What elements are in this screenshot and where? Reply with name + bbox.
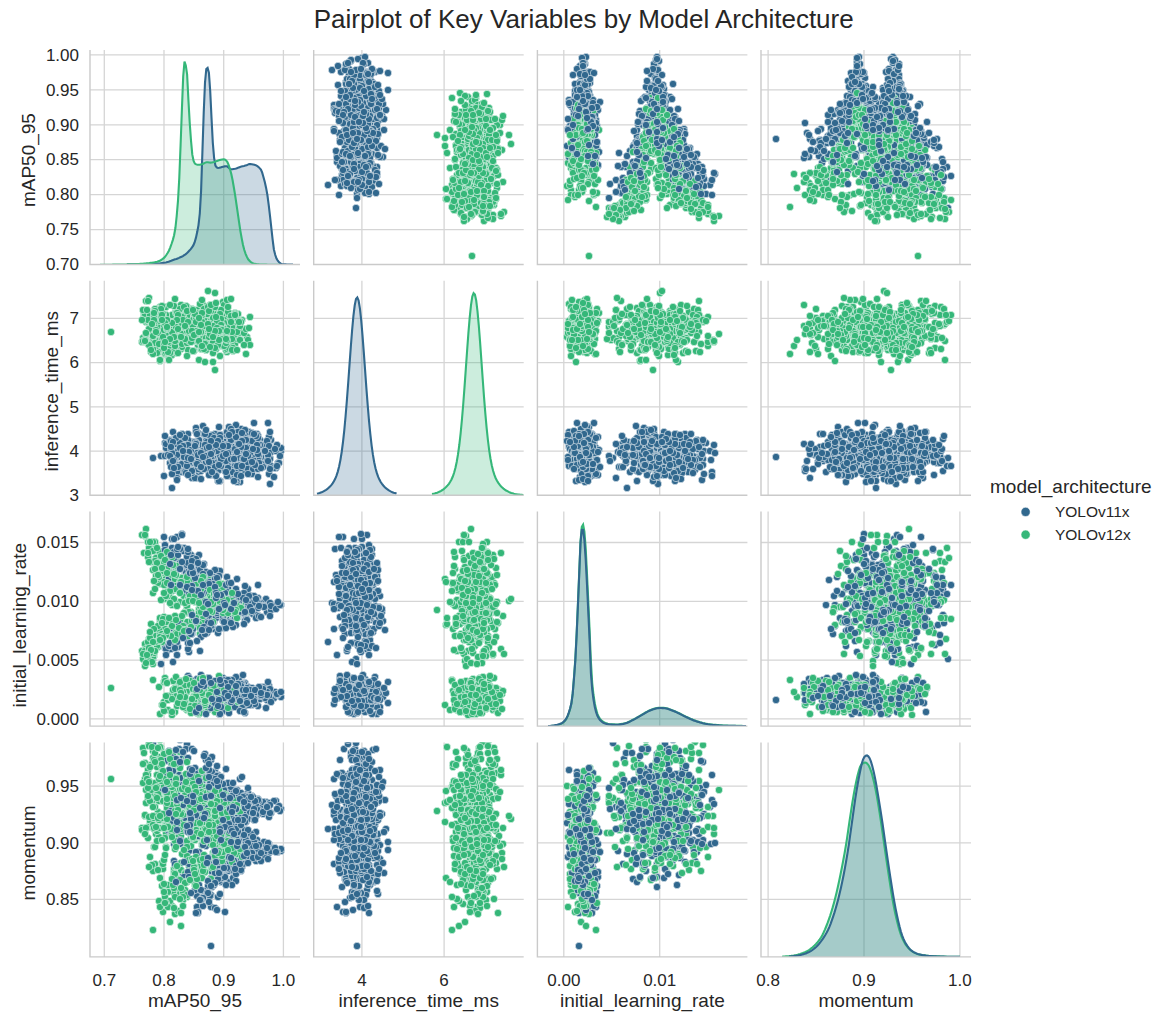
svg-text:inference_time_ms: inference_time_ms xyxy=(42,311,64,472)
svg-text:4: 4 xyxy=(357,971,366,990)
svg-text:initial_learning_rate: initial_learning_rate xyxy=(560,990,725,1012)
svg-text:0.95: 0.95 xyxy=(46,777,79,796)
svg-text:momentum: momentum xyxy=(818,990,913,1011)
svg-text:0.01: 0.01 xyxy=(643,971,676,990)
svg-text:1.0: 1.0 xyxy=(272,971,296,990)
svg-text:mAP50_95: mAP50_95 xyxy=(148,990,242,1012)
svg-text:Pairplot of Key Variables by M: Pairplot of Key Variables by Model Archi… xyxy=(314,4,854,34)
svg-text:inference_time_ms: inference_time_ms xyxy=(338,990,499,1012)
svg-text:0.90: 0.90 xyxy=(46,116,79,135)
svg-text:0.80: 0.80 xyxy=(46,185,79,204)
svg-text:0.95: 0.95 xyxy=(46,81,79,100)
svg-text:0.90: 0.90 xyxy=(46,834,79,853)
svg-text:7: 7 xyxy=(70,309,79,328)
svg-text:1.0: 1.0 xyxy=(948,971,972,990)
svg-text:0.000: 0.000 xyxy=(36,710,79,729)
svg-text:4: 4 xyxy=(70,442,79,461)
svg-text:0.7: 0.7 xyxy=(92,971,116,990)
svg-text:0.015: 0.015 xyxy=(36,533,79,552)
svg-text:momentum: momentum xyxy=(19,805,40,900)
svg-text:0.85: 0.85 xyxy=(46,150,79,169)
svg-text:mAP50_95: mAP50_95 xyxy=(19,113,41,207)
svg-text:3: 3 xyxy=(70,486,79,505)
svg-text:0.005: 0.005 xyxy=(36,651,79,670)
svg-text:0.70: 0.70 xyxy=(46,255,79,274)
svg-text:0.010: 0.010 xyxy=(36,592,79,611)
svg-text:1.00: 1.00 xyxy=(46,46,79,65)
svg-text:6: 6 xyxy=(70,353,79,372)
svg-text:YOLOv11x: YOLOv11x xyxy=(1055,503,1130,520)
svg-text:model_architecture: model_architecture xyxy=(990,476,1152,498)
svg-text:0.8: 0.8 xyxy=(152,971,176,990)
svg-text:0.9: 0.9 xyxy=(852,971,876,990)
svg-text:6: 6 xyxy=(439,971,448,990)
svg-text:0.75: 0.75 xyxy=(46,220,79,239)
svg-text:initial_learning_rate: initial_learning_rate xyxy=(10,543,32,708)
svg-text:0.9: 0.9 xyxy=(212,971,236,990)
svg-text:YOLOv12x: YOLOv12x xyxy=(1055,526,1131,543)
svg-text:0.85: 0.85 xyxy=(46,890,79,909)
svg-text:0.00: 0.00 xyxy=(547,971,580,990)
svg-text:5: 5 xyxy=(70,398,79,417)
svg-text:0.8: 0.8 xyxy=(756,971,780,990)
